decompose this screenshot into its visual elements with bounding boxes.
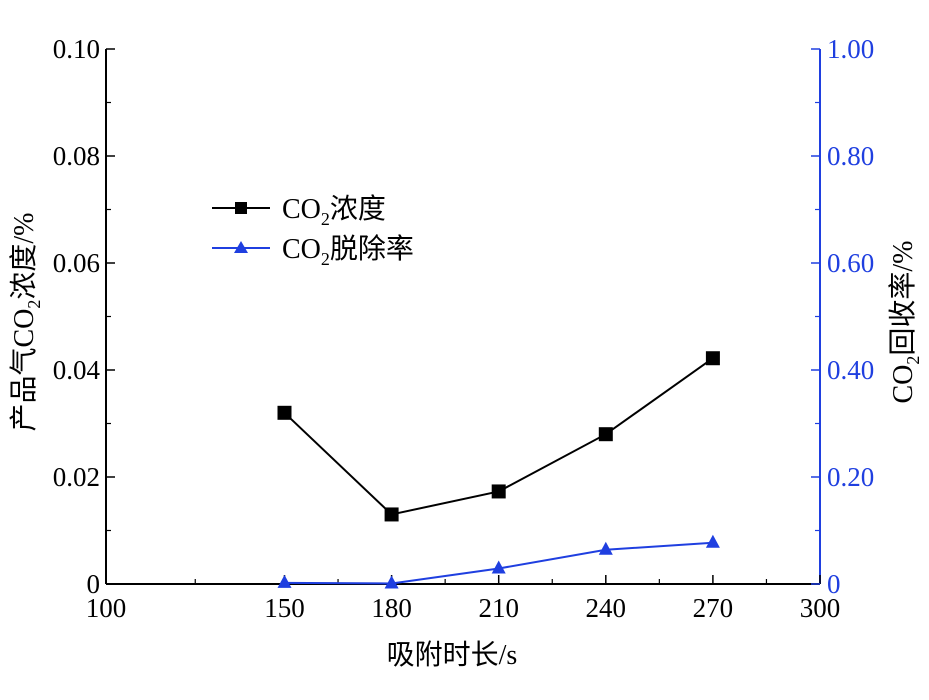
data-point-concentration bbox=[384, 507, 399, 522]
x-tick-label: 180 bbox=[371, 593, 412, 623]
legend-label-concentration: CO2浓度 bbox=[282, 193, 386, 229]
left-y-tick-label: 0 bbox=[87, 569, 101, 599]
x-axis-label: 吸附时长/s bbox=[387, 639, 518, 671]
data-point-removal-rate bbox=[598, 541, 613, 555]
x-tick-label: 100 bbox=[86, 593, 127, 623]
right-y-tick-label: 0.20 bbox=[827, 462, 874, 492]
x-tick-label: 210 bbox=[478, 593, 519, 623]
plot-area bbox=[277, 351, 720, 589]
x-tick-label: 300 bbox=[800, 593, 841, 623]
right-y-tick-label: 0.80 bbox=[827, 141, 874, 171]
x-tick-label: 270 bbox=[693, 593, 734, 623]
data-point-concentration bbox=[598, 427, 613, 442]
right-y-axis-label: CO2回收率/% bbox=[887, 240, 923, 403]
data-point-removal-rate bbox=[277, 574, 292, 588]
legend: CO2浓度 CO2脱除率 bbox=[212, 193, 414, 269]
data-point-removal-rate bbox=[491, 560, 506, 574]
right-y-tick-label: 1.00 bbox=[827, 34, 874, 64]
left-y-tick-label: 0.10 bbox=[53, 34, 100, 64]
legend-marker-square bbox=[235, 202, 247, 214]
ticks: 100 150 180 210 240 270 30000.020.040.060.080.… bbox=[53, 34, 875, 623]
data-point-concentration bbox=[491, 484, 506, 499]
right-y-tick-label: 0.40 bbox=[827, 355, 874, 385]
legend-marker-triangle bbox=[234, 241, 248, 253]
data-point-concentration bbox=[705, 351, 720, 366]
right-y-tick-label: 0.60 bbox=[827, 248, 874, 278]
x-tick-label: 240 bbox=[586, 593, 627, 623]
left-y-axis-label: 产品气CO2浓度/% bbox=[8, 212, 44, 431]
left-y-tick-label: 0.08 bbox=[53, 141, 100, 171]
legend-entry-concentration: CO2浓度 bbox=[212, 193, 386, 229]
x-tick-label: 150 bbox=[264, 593, 305, 623]
data-point-removal-rate bbox=[705, 534, 720, 548]
left-y-tick-label: 0.04 bbox=[53, 355, 101, 385]
legend-label-removal-rate: CO2脱除率 bbox=[282, 233, 414, 269]
data-point-removal-rate bbox=[384, 575, 399, 589]
axes bbox=[105, 49, 821, 585]
left-y-tick-label: 0.02 bbox=[53, 462, 100, 492]
legend-entry-removal-rate: CO2脱除率 bbox=[212, 233, 414, 269]
left-y-tick-label: 0.06 bbox=[53, 248, 100, 278]
right-y-tick-label: 0 bbox=[827, 569, 841, 599]
data-point-concentration bbox=[277, 405, 292, 420]
